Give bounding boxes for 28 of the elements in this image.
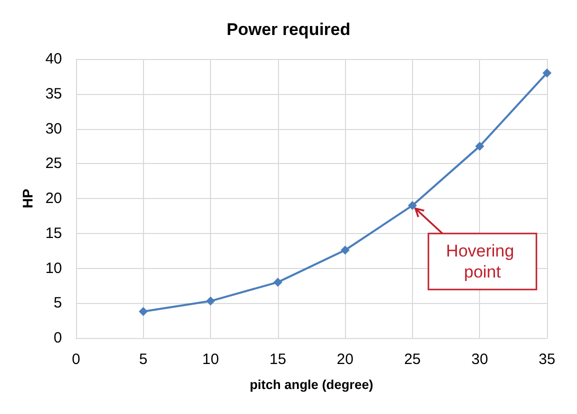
y-tick-label: 5 — [54, 294, 62, 312]
point — [475, 142, 484, 151]
point — [340, 246, 350, 255]
y-axis-title: HP — [19, 188, 36, 208]
chart-title: Power required — [226, 20, 350, 39]
y-tick-label: 0 — [54, 330, 62, 346]
x-tick-label: 25 — [404, 351, 421, 368]
point — [542, 68, 552, 78]
x-tick-label: 30 — [471, 351, 488, 368]
y-tick-label: 10 — [45, 260, 62, 277]
annotation: Hovering point — [446, 241, 519, 282]
x-tick-label: 20 — [336, 351, 354, 368]
point — [138, 306, 148, 316]
y-tick-label: 30 — [45, 120, 62, 138]
y-tick-label: 15 — [45, 224, 62, 242]
point — [273, 278, 282, 287]
x-tick-label: 0 — [72, 351, 80, 368]
x-tick-label: 10 — [202, 351, 219, 368]
x-tick-label: 15 — [270, 351, 286, 368]
y-tick-label: 35 — [45, 85, 62, 102]
y-tick-label: 20 — [45, 190, 62, 207]
x-tick-label: 5 — [139, 351, 148, 368]
point — [206, 296, 216, 306]
x-axis-title: pitch angle (degree) — [250, 377, 374, 392]
x-tick-label: 35 — [538, 351, 556, 368]
y-tick-label: 40 — [45, 50, 62, 68]
y-tick-label: 25 — [45, 155, 62, 172]
point — [408, 200, 417, 210]
